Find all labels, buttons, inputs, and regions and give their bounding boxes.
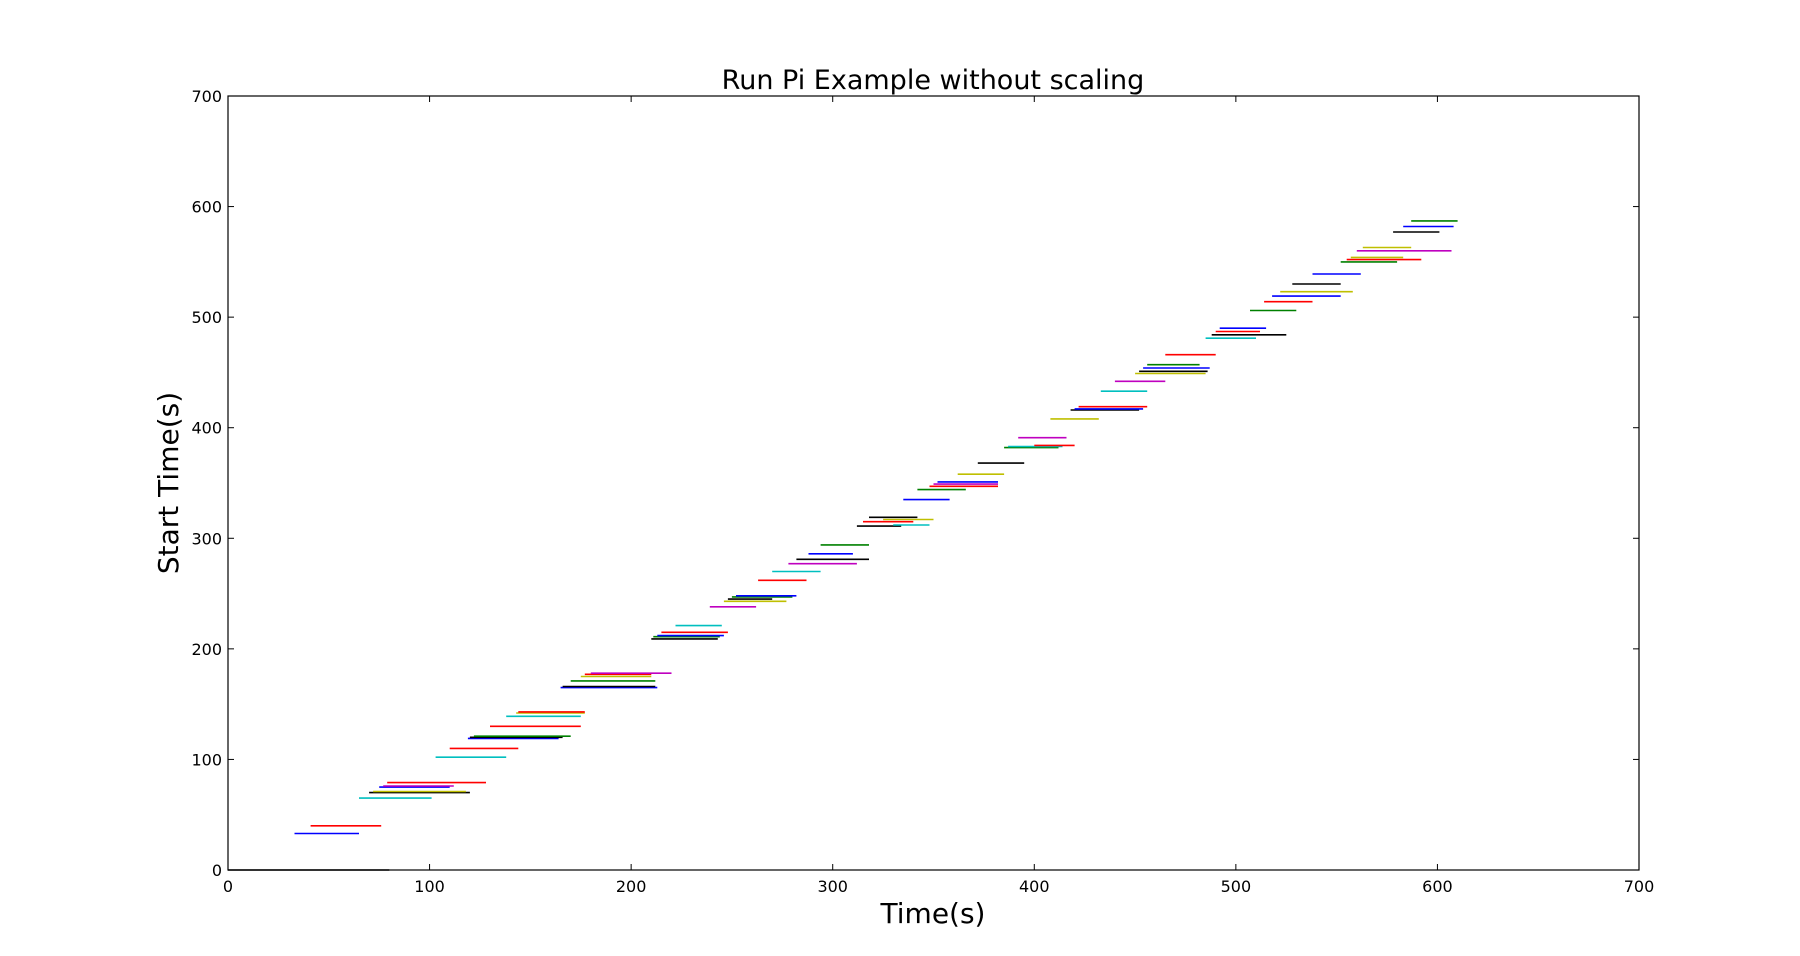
chart-title: Run Pi Example without scaling xyxy=(722,65,1145,96)
chart-marks xyxy=(228,220,1458,871)
y-tick-label: 700 xyxy=(191,87,222,106)
y-tick-label: 500 xyxy=(191,308,222,327)
y-tick-label: 200 xyxy=(191,640,222,659)
y-tick-label: 0 xyxy=(212,861,222,880)
y-tick-label: 600 xyxy=(191,198,222,217)
x-tick-label: 100 xyxy=(414,877,445,896)
x-tick-label: 600 xyxy=(1422,877,1453,896)
x-axis-label: Time(s) xyxy=(880,897,986,930)
x-tick-label: 300 xyxy=(817,877,848,896)
y-axis-label: Start Time(s) xyxy=(152,392,185,574)
x-tick-label: 700 xyxy=(1624,877,1655,896)
x-tick-label: 500 xyxy=(1221,877,1252,896)
plot-area-frame xyxy=(227,95,1640,871)
x-tick-label: 0 xyxy=(223,877,233,896)
axis-ticks: 0 100 200 300 400 500 600 700 0 100 200 300 400 500 60… xyxy=(191,87,1654,896)
y-tick-label: 400 xyxy=(191,419,222,438)
y-tick-label: 300 xyxy=(191,529,222,548)
x-tick-label: 200 xyxy=(616,877,647,896)
y-tick-label: 100 xyxy=(191,750,222,769)
x-tick-label: 400 xyxy=(1019,877,1050,896)
